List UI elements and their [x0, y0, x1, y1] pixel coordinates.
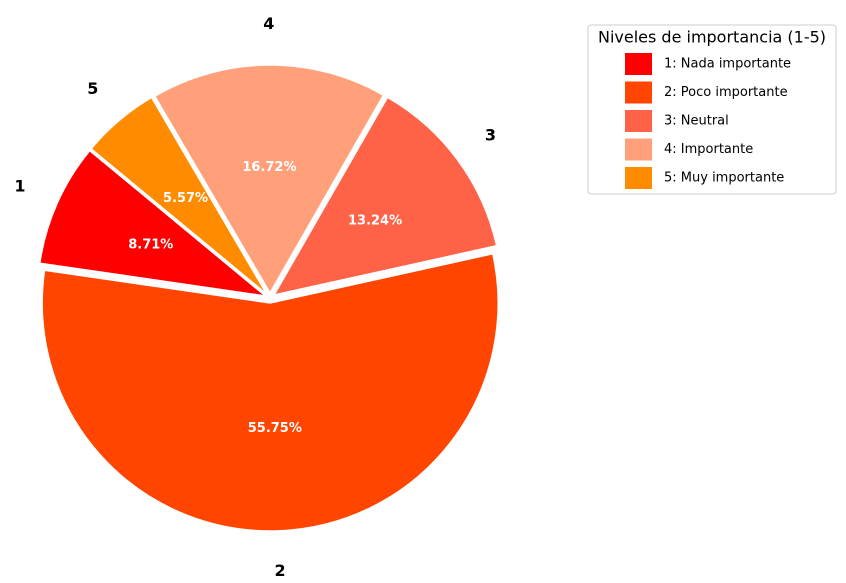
slice-percent-label: 5.57% [163, 191, 208, 206]
slice-percent-label: 13.24% [348, 213, 402, 228]
legend-label: 4: Importante [664, 142, 753, 157]
slice-category-label: 1 [14, 177, 25, 196]
legend: Niveles de importancia (1-5) 1: Nada imp… [587, 24, 837, 195]
legend-label: 1: Nada importante [664, 57, 791, 72]
slice-category-label: 4 [263, 14, 274, 33]
legend-title: Niveles de importancia (1-5) [598, 28, 826, 47]
pie-slice [41, 252, 499, 532]
slice-category-label: 3 [485, 125, 496, 144]
legend-label: 3: Neutral [664, 114, 729, 129]
legend-swatch [625, 110, 652, 132]
slice-category-label: 2 [275, 561, 286, 580]
legend-swatch [625, 138, 652, 161]
slice-percent-label: 8.71% [128, 238, 173, 253]
pie-slice [272, 96, 498, 297]
legend-label: 2: Poco importante [664, 85, 788, 100]
legend-swatch [625, 167, 652, 189]
legend-label: 5: Muy importante [664, 171, 784, 186]
slice-percent-label: 16.72% [242, 160, 296, 175]
slice-percent-label: 55.75% [248, 421, 302, 436]
pie-slice [153, 64, 385, 295]
legend-swatch [625, 53, 652, 75]
pie-slice [90, 96, 268, 295]
legend-swatch [625, 81, 652, 104]
slice-category-label: 5 [87, 79, 98, 98]
pie-slice [38, 149, 268, 298]
